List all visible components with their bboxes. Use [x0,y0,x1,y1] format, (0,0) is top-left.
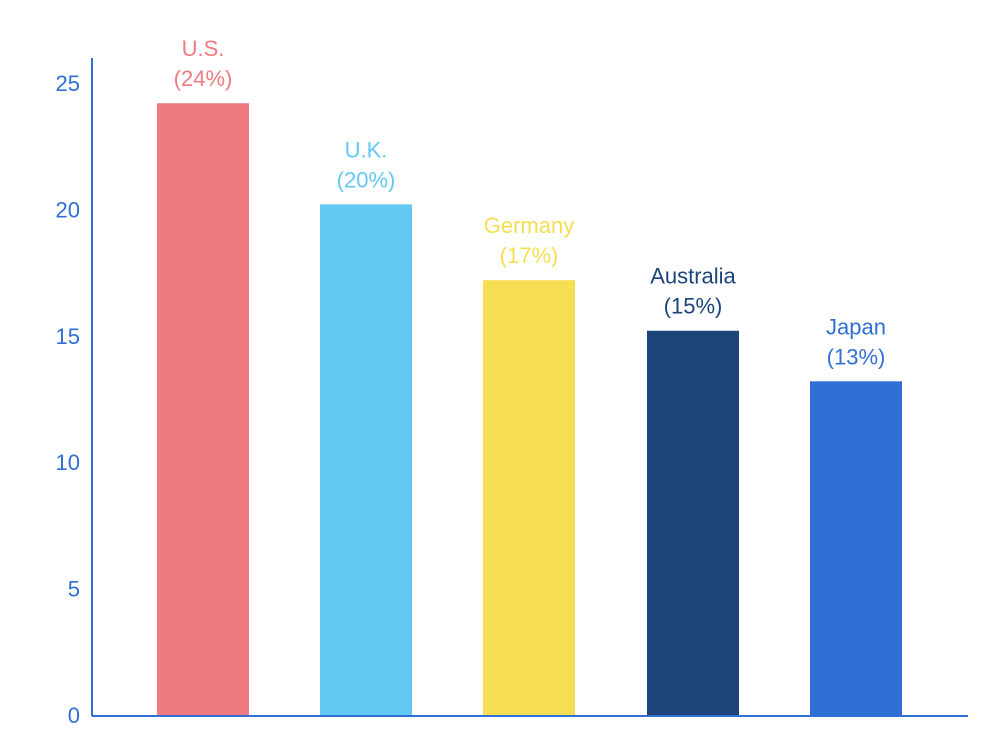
bar-japan [810,381,902,715]
y-tick-label: 20 [56,197,80,222]
bar-value-label: (13%) [827,344,886,369]
bar-value-label: (20%) [337,167,396,192]
bar-value-label: (17%) [500,243,559,268]
bar-category-label: U.S. [182,36,225,61]
bar-u-s [157,103,249,715]
bar-value-label: (24%) [174,66,233,91]
bar-u-k [320,204,412,715]
bar-value-label: (15%) [664,294,723,319]
data-labels: U.S. (24%) U.K. (20%) Germany (17%) Australia (… [174,36,886,369]
y-tick-label: 0 [68,703,80,728]
bar-category-label: Australia [650,264,736,289]
y-tick-label: 25 [56,71,80,96]
y-tick-label: 5 [68,577,80,602]
y-axis: 0 5 10 15 20 25 [56,58,93,728]
y-tick-label: 15 [56,324,80,349]
bar-category-label: Germany [484,213,574,238]
y-tick-label: 10 [56,450,80,475]
bars [157,103,902,715]
bar-australia [647,330,739,715]
bar-category-label: Japan [826,314,886,339]
bar-category-label: U.K. [345,137,388,162]
bar-germany [483,280,575,715]
